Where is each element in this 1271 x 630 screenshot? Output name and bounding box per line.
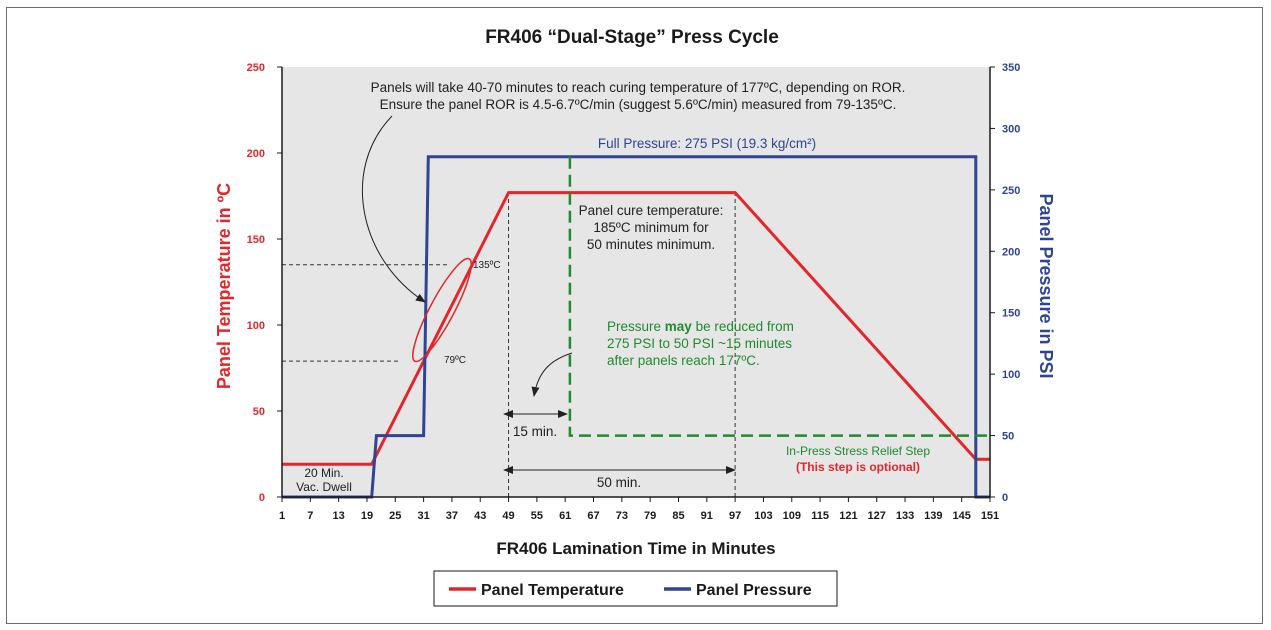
- chart-frame: [6, 7, 1263, 624]
- x-tick-label: 13: [333, 510, 345, 522]
- x-tick-label: 145: [953, 510, 971, 522]
- x-tick-label: 1: [279, 510, 285, 522]
- legend-label-pressure: Panel Pressure: [696, 582, 812, 599]
- x-tick-label: 103: [754, 510, 772, 522]
- relief-line2: (This step is optional): [796, 460, 920, 474]
- y-axis-right-title: Panel Pressure in PSI: [1036, 193, 1056, 378]
- y-left-tick-label: 0: [259, 492, 265, 504]
- y-left-tick-label: 200: [247, 148, 265, 160]
- y-left-tick-label: 250: [247, 62, 265, 74]
- x-tick-label: 73: [616, 510, 628, 522]
- cure-line2: 185ºC minimum for: [593, 220, 709, 235]
- x-tick-label: 127: [868, 510, 886, 522]
- stress-relief-series-line: [568, 156, 990, 437]
- x-tick-label: 55: [531, 510, 543, 522]
- x-tick-label: 133: [896, 510, 914, 522]
- reduce-line3: after panels reach 177ºC.: [607, 353, 760, 368]
- x-tick-label: 109: [783, 510, 801, 522]
- ror-note-line2: Ensure the panel ROR is 4.5-6.7ºC/min (s…: [380, 97, 897, 112]
- legend-label-temperature: Panel Temperature: [481, 582, 624, 599]
- x-tick-label: 79: [644, 510, 656, 522]
- y-right-tick-label: 50: [1002, 431, 1014, 443]
- x-tick-label: 43: [474, 510, 486, 522]
- x-tick-label: 139: [924, 510, 942, 522]
- x-tick-label: 31: [417, 510, 429, 522]
- label-79c: 79ºC: [444, 355, 466, 366]
- y-right-tick-label: 200: [1002, 246, 1020, 258]
- y-axis-left-title: Panel Temperature in ºC: [214, 183, 234, 389]
- x-tick-label: 151: [981, 510, 999, 522]
- y-left-tick-label: 150: [247, 234, 265, 246]
- x-tick-label: 37: [446, 510, 458, 522]
- y-left-tick-label: 50: [253, 406, 265, 418]
- y-right-tick-label: 300: [1002, 123, 1020, 135]
- x-tick-label: 85: [672, 510, 684, 522]
- y-right-tick-label: 0: [1002, 492, 1008, 504]
- legend-box: [433, 570, 838, 607]
- reduce-line1: Pressure may be reduced from: [607, 319, 794, 334]
- x-tick-label: 115: [811, 510, 829, 522]
- x-tick-label: 61: [559, 510, 571, 522]
- x-tick-label: 121: [839, 510, 857, 522]
- y-left-tick-label: 100: [247, 320, 265, 332]
- ror-note-arrow: [361, 115, 426, 303]
- x-tick-label: 91: [701, 510, 713, 522]
- x-tick-label: 25: [389, 510, 401, 522]
- reduce-line1-pre: Pressure: [607, 319, 665, 334]
- cure-line3: 50 minutes minimum.: [587, 237, 715, 252]
- x-tick-label: 49: [502, 510, 514, 522]
- span-15-label: 15 min.: [513, 424, 557, 439]
- reduce-line1-bold: may: [665, 319, 693, 334]
- x-axis-title: FR406 Lamination Time in Minutes: [496, 539, 775, 558]
- dwell-line2: Vac. Dwell: [296, 480, 352, 494]
- x-tick-label: 19: [361, 510, 373, 522]
- ror-ellipse: [412, 257, 472, 363]
- reduce-line2: 275 PSI to 50 PSI ~15 minutes: [607, 336, 792, 351]
- y-right-tick-label: 150: [1002, 308, 1020, 320]
- cure-line1: Panel cure temperature:: [579, 203, 724, 218]
- x-tick-label: 67: [587, 510, 599, 522]
- ror-note-line1: Panels will take 40-70 minutes to reach …: [371, 80, 906, 95]
- label-135c: 135ºC: [473, 260, 501, 271]
- chart-title: FR406 “Dual-Stage” Press Cycle: [485, 27, 779, 48]
- reduce-line1-post: be reduced from: [692, 319, 794, 334]
- y-right-tick-label: 250: [1002, 185, 1020, 197]
- y-right-tick-label: 350: [1002, 62, 1020, 74]
- dwell-line1: 20 Min.: [304, 466, 343, 480]
- reduce-arrow: [531, 352, 573, 397]
- relief-line1: In-Press Stress Relief Step: [786, 444, 930, 458]
- span-50-label: 50 min.: [597, 475, 641, 490]
- x-tick-label: 7: [307, 510, 313, 522]
- x-tick-label: 97: [729, 510, 741, 522]
- pressure-series-line: [282, 155, 990, 499]
- temperature-series-line: [282, 191, 990, 466]
- y-right-tick-label: 100: [1002, 369, 1020, 381]
- full-pressure-label: Full Pressure: 275 PSI (19.3 kg/cm²): [598, 136, 816, 151]
